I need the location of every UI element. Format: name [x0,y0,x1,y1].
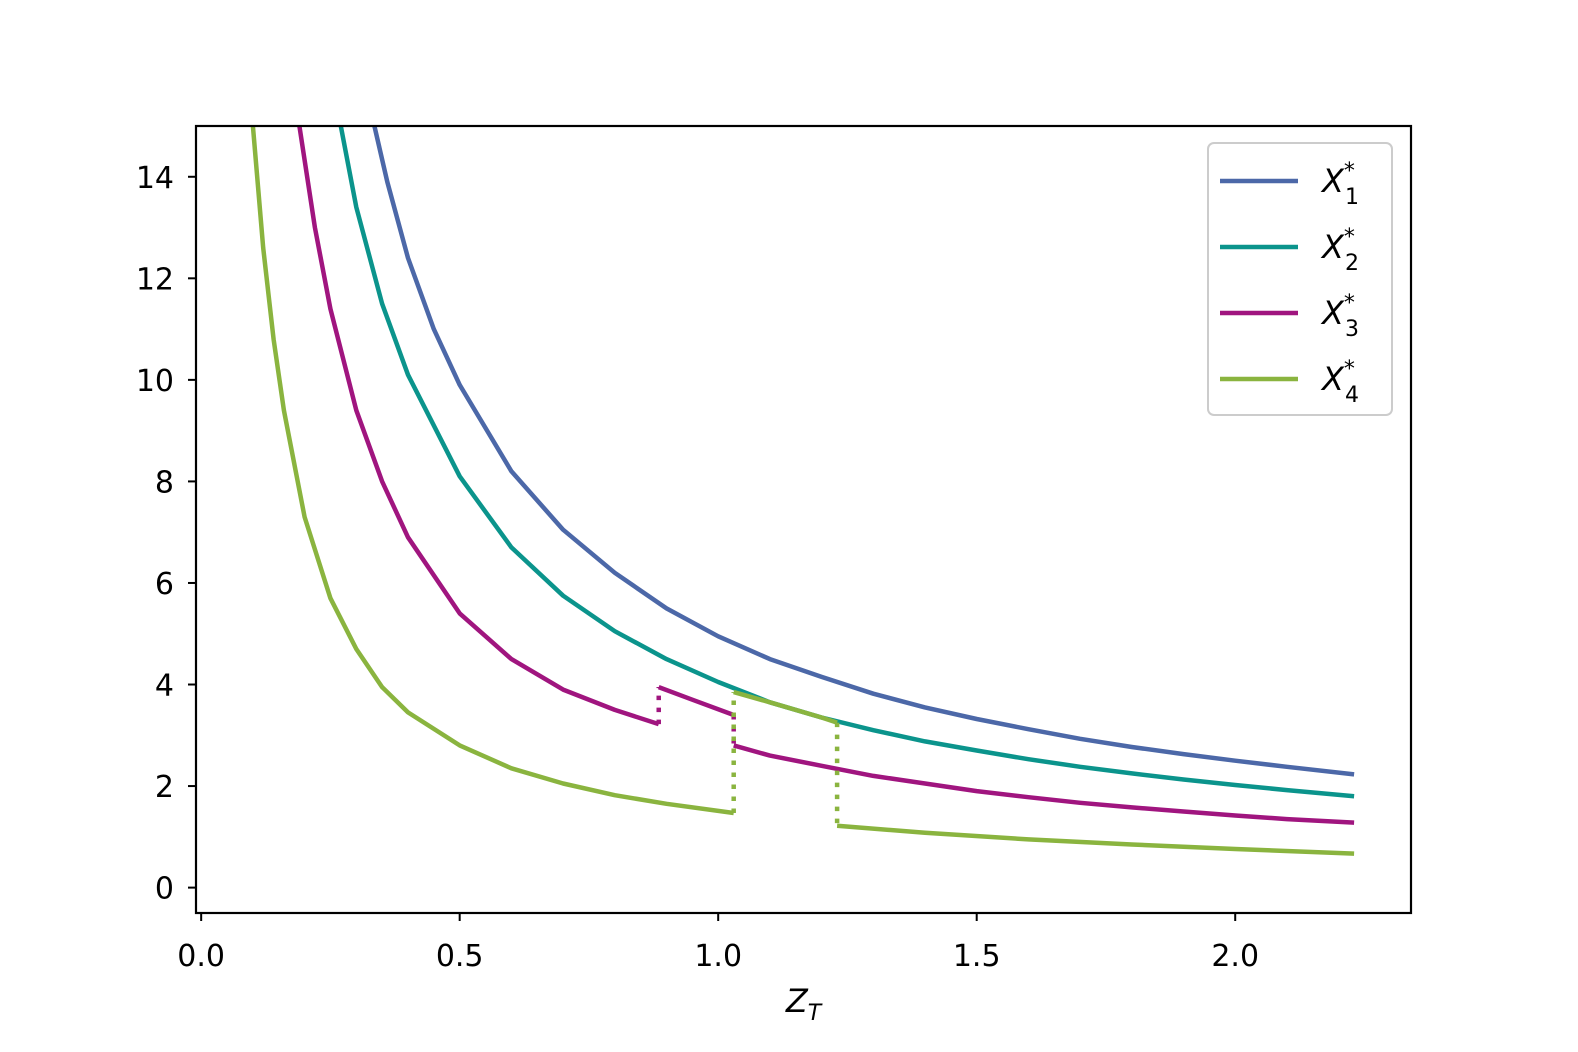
y-tick-label: 6 [155,567,174,602]
y-tick-label: 10 [136,364,174,399]
legend-box [1207,142,1393,416]
legend-label-1: X* 1 [1320,159,1359,210]
y-tick-label: 0 [155,872,174,907]
x-tick-label: 1.0 [694,939,742,974]
axes-layer: 0.0 0.5 1.0 1.5 2.0 0 2 4 6 8 10 12 14 ZT [136,124,1413,1026]
legend-label-4: X* 4 [1320,357,1359,408]
x-axis-label: ZT [785,982,823,1026]
series-4-line-segment-3 [836,823,1355,856]
series-3-line-segment-3 [733,743,1355,825]
plot-frame [194,124,1413,915]
legend-label-2: X* 2 [1320,225,1359,276]
series-4-line-segment-1 [250,126,735,816]
plot-area [250,126,1355,856]
series-3-line-segment-2 [657,684,735,718]
x-tick-label: 0.0 [177,939,225,974]
series-4-line-segment-2 [733,689,838,725]
series-3-line-segment-1 [297,126,660,727]
legend: X* 1 X* 2 X* 3 X* 4 [1207,142,1393,416]
x-tick-label: 0.5 [436,939,484,974]
legend-label-3: X* 3 [1320,291,1359,342]
series-2 [338,126,1355,799]
y-tick-label: 14 [136,161,174,196]
series-1-line-segment-1 [372,126,1355,777]
x-tick-label: 1.5 [953,939,1001,974]
series-1 [372,126,1355,777]
y-tick-label: 2 [155,770,174,805]
x-tick-label: 2.0 [1211,939,1259,974]
y-tick-label: 8 [155,465,174,500]
series-2-line-segment-1 [338,126,1355,799]
series-layer [250,126,1355,856]
y-tick-label: 4 [155,669,174,704]
y-tick-label: 12 [136,262,174,297]
series-4 [250,126,1355,856]
